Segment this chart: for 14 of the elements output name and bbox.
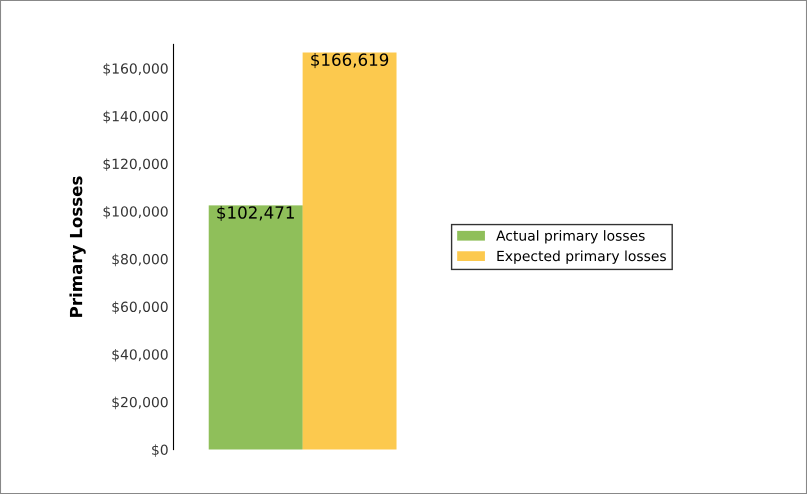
y-tick-label: $80,000	[112, 254, 168, 266]
data-label: $166,619	[311, 53, 388, 68]
y-tick-label: $160,000	[104, 63, 168, 76]
y-tick-label: $120,000	[104, 158, 168, 171]
y-tick-label: $100,000	[104, 206, 168, 219]
data-label: $102,471	[217, 206, 294, 222]
y-tick-label: $0	[152, 444, 168, 457]
legend-label: Expected primary losses	[497, 250, 666, 264]
y-tick-label: $20,000	[112, 396, 168, 410]
y-tick-label: $60,000	[112, 301, 168, 314]
legend-label: Actual primary losses	[496, 230, 645, 244]
y-axis-title: Primary Losses	[69, 176, 86, 317]
y-tick-label: $40,000	[112, 348, 168, 362]
y-tick-label: $140,000	[104, 110, 168, 124]
